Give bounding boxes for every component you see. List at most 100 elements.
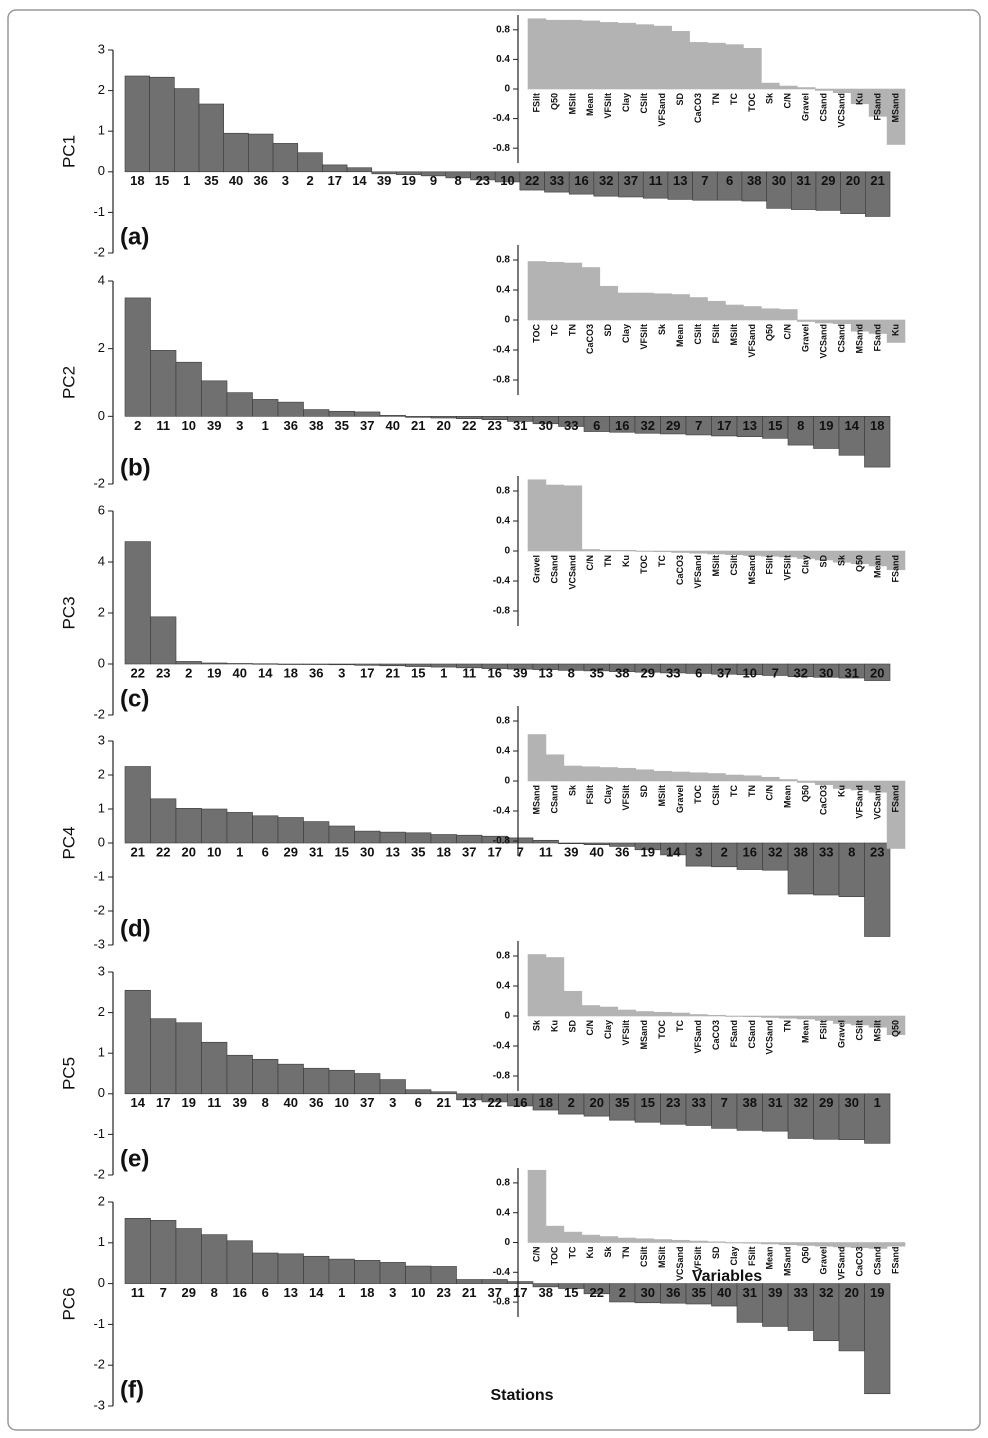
x-tick-label: 22 [590, 1285, 604, 1300]
x-tick-label: TN [783, 1020, 793, 1032]
bar [456, 834, 483, 844]
x-tick-label: C/N [783, 324, 793, 340]
x-tick-label: 1 [440, 665, 447, 680]
x-tick-label: 37 [360, 1095, 374, 1110]
x-tick-label: Clay [801, 555, 811, 574]
y-tick-label: -2 [93, 902, 105, 917]
y-tick-label: 3 [98, 963, 105, 978]
bar [761, 776, 780, 782]
y-axis-label: PC6 [59, 1287, 78, 1320]
bar [599, 767, 619, 782]
x-tick-label: 39 [564, 844, 578, 859]
x-tick-label: 2 [568, 1095, 575, 1110]
x-tick-label: C/N [585, 1020, 595, 1036]
y-tick-label: 0 [98, 655, 105, 670]
bar [671, 1239, 690, 1243]
bar [563, 990, 583, 1017]
x-tick-label: 8 [262, 1095, 269, 1110]
y-tick-label: 0.4 [496, 1207, 510, 1218]
y-tick-label: 0.8 [496, 716, 510, 727]
bar [689, 1014, 708, 1017]
x-tick-label: 18 [437, 844, 451, 859]
x-tick-label: Ku [585, 1247, 595, 1259]
bar [481, 1279, 508, 1284]
x-tick-label: 19 [641, 844, 655, 859]
bar [175, 808, 202, 844]
bar [617, 549, 637, 552]
x-tick-label: CSilt [729, 555, 739, 576]
x-tick-label: TN [603, 555, 613, 567]
bar [507, 837, 534, 844]
x-tick-label: 20 [437, 418, 451, 433]
y-tick-label: -0.8 [493, 1297, 511, 1308]
bar [545, 957, 565, 1017]
bar [725, 1242, 744, 1244]
x-tick-label: 15 [155, 173, 169, 188]
x-tick-label: TOC [693, 785, 703, 804]
bar [653, 1239, 672, 1243]
x-tick-label: 2 [619, 1285, 626, 1300]
x-tick-label: 40 [233, 665, 247, 680]
x-tick-label: 13 [673, 173, 687, 188]
y-axis-label: PC4 [59, 826, 78, 859]
bar [456, 1279, 483, 1284]
x-tick-label: Mean [675, 324, 685, 347]
x-tick-label: Q50 [890, 1020, 900, 1037]
y-tick-label: 0 [504, 1011, 510, 1022]
x-tick-label: FSand [890, 785, 900, 813]
y-tick-label: 0.8 [496, 486, 510, 497]
bar [865, 171, 891, 217]
bar [689, 772, 708, 782]
x-tick-label: Ku [621, 555, 631, 567]
x-tick-label: 17 [328, 173, 342, 188]
bar [618, 171, 644, 198]
x-tick-label: 22 [156, 844, 170, 859]
x-tick-label: 14 [845, 418, 860, 433]
x-tick-label: CSand [549, 785, 559, 814]
x-tick-label: 8 [848, 844, 855, 859]
x-tick-label: 36 [615, 844, 629, 859]
x-tick-label: TN [567, 324, 577, 336]
x-tick-label: 6 [262, 844, 269, 859]
x-tick-label: 21 [386, 665, 400, 680]
x-tick-label: MSilt [729, 324, 739, 346]
y-tick-label: -0.8 [493, 143, 511, 154]
bar [617, 1237, 637, 1243]
x-tick-label: 20 [846, 173, 860, 188]
x-tick-label: 7 [721, 1095, 728, 1110]
x-tick-label: C/N [585, 555, 595, 571]
bar [814, 780, 834, 786]
bar [405, 832, 432, 844]
x-tick-label: CSilt [693, 324, 703, 345]
x-tick-label: 3 [236, 418, 243, 433]
y-tick-label: -0.4 [493, 806, 511, 817]
panel-label: (b) [120, 454, 151, 481]
y-tick-label: 2 [98, 82, 105, 97]
x-tick-label: 8 [797, 418, 804, 433]
bar [272, 143, 299, 173]
x-tick-label: Sk [567, 784, 577, 796]
x-tick-label: 39 [768, 1285, 782, 1300]
x-tick-label: CaCO3 [675, 555, 685, 585]
bar [716, 171, 743, 201]
bar [832, 88, 852, 94]
bar [545, 754, 565, 782]
bar [617, 22, 637, 90]
bar [832, 319, 852, 325]
y-tick-label: 3 [98, 41, 105, 56]
x-tick-label: Gravel [801, 324, 811, 352]
bar [328, 1258, 355, 1284]
bar [838, 1283, 865, 1352]
y-tick-label: -0.4 [493, 576, 511, 587]
x-tick-label: 15 [411, 665, 425, 680]
x-tick-label: 16 [615, 418, 629, 433]
x-tick-label: 14 [309, 1285, 324, 1300]
x-tick-label: Gravel [819, 1247, 829, 1275]
bar [635, 769, 654, 782]
bar [617, 767, 637, 782]
x-tick-label: VCSand [872, 785, 882, 820]
x-tick-label: FSand [890, 555, 900, 583]
panel-label: (c) [120, 685, 149, 712]
bar [201, 380, 228, 417]
y-tick-label: 0.8 [496, 951, 510, 962]
